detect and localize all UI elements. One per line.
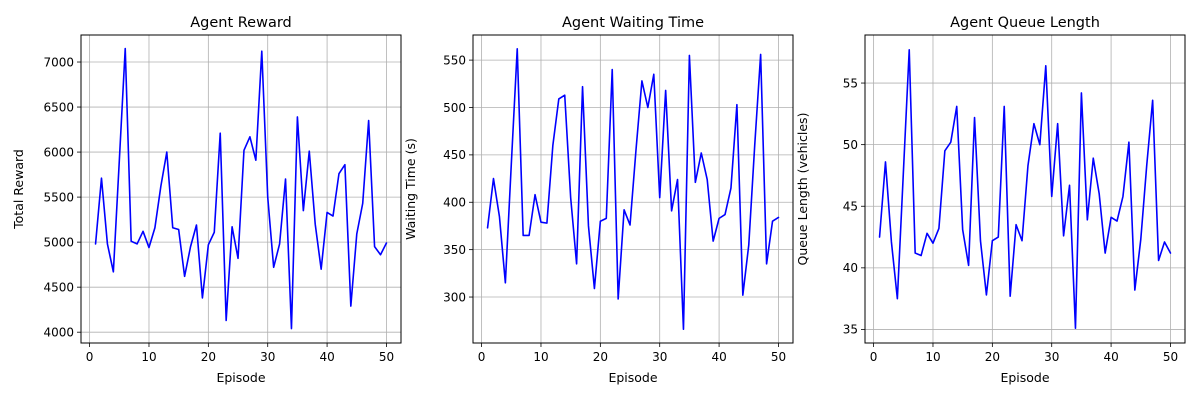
- y-tick-label: 7000: [43, 55, 74, 69]
- x-tick-label: 50: [379, 350, 394, 364]
- y-tick-label: 4500: [43, 280, 74, 294]
- chart-title: Agent Reward: [190, 15, 292, 31]
- x-axis-label: Episode: [1000, 370, 1049, 385]
- x-axis-label: Episode: [216, 370, 265, 385]
- y-axis-label: Total Reward: [11, 149, 26, 230]
- y-tick-label: 550: [443, 53, 466, 67]
- chart-title: Agent Queue Length: [950, 15, 1100, 31]
- y-axis-label: Waiting Time (s): [403, 138, 418, 240]
- y-tick-label: 50: [843, 138, 858, 152]
- y-tick-label: 300: [443, 290, 466, 304]
- x-tick-label: 30: [260, 350, 275, 364]
- x-axis-label: Episode: [608, 370, 657, 385]
- y-tick-label: 6500: [43, 100, 74, 114]
- y-tick-label: 350: [443, 243, 466, 257]
- y-tick-label: 4000: [43, 325, 74, 339]
- x-tick-label: 10: [141, 350, 156, 364]
- x-tick-label: 40: [711, 350, 726, 364]
- x-tick-label: 50: [771, 350, 786, 364]
- x-tick-label: 0: [86, 350, 94, 364]
- y-tick-label: 500: [443, 101, 466, 115]
- chart-panel-2: 0 10 20 30 40 50 300 350 400 450 500 550 Agent Waiti…: [403, 15, 794, 385]
- plot-frame: [80, 34, 402, 344]
- x-tick-label: 20: [985, 350, 1000, 364]
- x-tick-label: 20: [593, 350, 608, 364]
- plot-frame: [864, 34, 1186, 344]
- x-tick-label: 10: [925, 350, 940, 364]
- y-tick-label: 5500: [43, 190, 74, 204]
- x-tick-label: 30: [1044, 350, 1059, 364]
- y-tick-label: 6000: [43, 145, 74, 159]
- y-tick-label: 35: [843, 323, 858, 337]
- x-tick-label: 30: [652, 350, 667, 364]
- x-tick-label: 40: [319, 350, 334, 364]
- y-tick-label: 45: [843, 200, 858, 214]
- y-tick-label: 450: [443, 148, 466, 162]
- chart-title: Agent Waiting Time: [562, 15, 704, 31]
- y-axis-label: Queue Length (vehicles): [795, 113, 810, 266]
- series-line: [878, 48, 1172, 330]
- x-tick-label: 10: [533, 350, 548, 364]
- y-tick-label: 5000: [43, 235, 74, 249]
- plot-frame: [472, 34, 794, 344]
- chart-panel-1: 0 10 20 30 40 50 4000 4500 5000 5500 6000 6500 7000 A…: [11, 15, 402, 385]
- y-tick-label: 400: [443, 196, 466, 210]
- x-tick-label: 20: [201, 350, 216, 364]
- chart-panel-3: 0 10 20 30 40 50 35 40 45 50 55 Agent Queue Length E…: [795, 15, 1186, 385]
- x-tick-label: 50: [1163, 350, 1178, 364]
- x-tick-label: 0: [478, 350, 486, 364]
- y-tick-label: 55: [843, 76, 858, 90]
- series-line: [486, 47, 780, 331]
- x-tick-label: 0: [870, 350, 878, 364]
- x-tick-label: 40: [1103, 350, 1118, 364]
- series-line: [94, 47, 388, 330]
- y-tick-label: 40: [843, 261, 858, 275]
